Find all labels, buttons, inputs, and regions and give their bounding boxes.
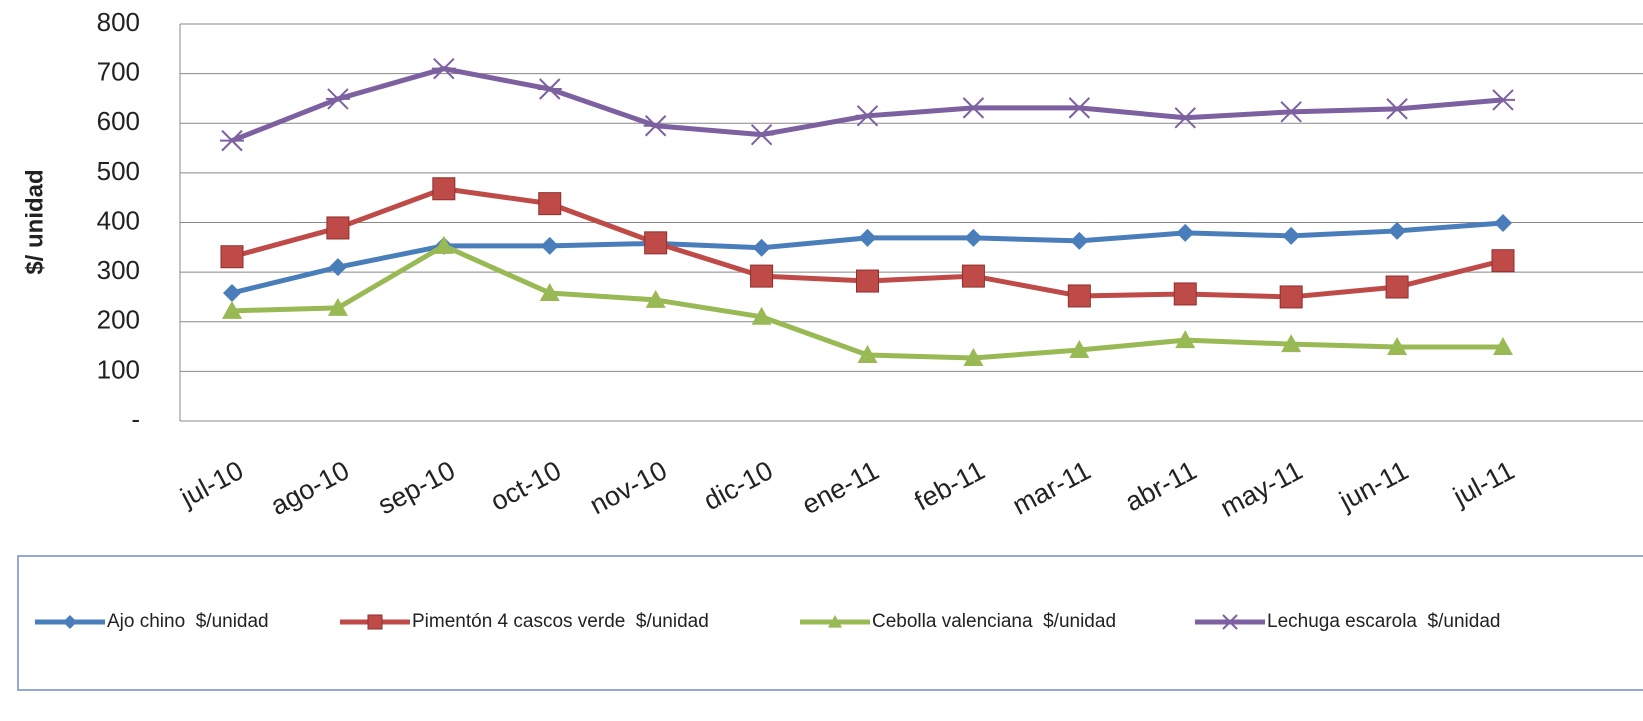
marker bbox=[326, 216, 350, 240]
marker bbox=[752, 238, 771, 257]
marker bbox=[220, 245, 244, 269]
marker bbox=[645, 289, 666, 308]
marker bbox=[751, 306, 772, 325]
legend-marker bbox=[367, 614, 383, 630]
marker bbox=[1385, 275, 1409, 299]
marker bbox=[537, 78, 562, 100]
marker bbox=[1067, 97, 1092, 119]
y-tick-label: 100 bbox=[97, 354, 140, 384]
y-tick-label: 400 bbox=[97, 205, 140, 235]
x-tick-label: jul-11 bbox=[1448, 455, 1520, 512]
series-line bbox=[231, 66, 1504, 143]
marker bbox=[1173, 282, 1197, 306]
x-tick-label: mar-11 bbox=[1008, 455, 1096, 521]
marker bbox=[220, 129, 244, 152]
marker bbox=[1279, 285, 1303, 309]
legend-box bbox=[17, 555, 1643, 691]
x-tick-label: jul-10 bbox=[175, 455, 248, 513]
x-tick-label: may-11 bbox=[1216, 455, 1308, 523]
y-tick-label: - bbox=[131, 404, 140, 434]
marker bbox=[431, 57, 456, 80]
marker bbox=[1491, 249, 1515, 273]
marker bbox=[1176, 223, 1195, 242]
y-tick-label: 800 bbox=[97, 7, 140, 37]
legend-label: Lechuga escarola $/unidad bbox=[1267, 611, 1500, 632]
marker bbox=[644, 231, 668, 255]
y-tick-label: 500 bbox=[97, 156, 140, 186]
marker bbox=[750, 264, 774, 288]
marker bbox=[1385, 98, 1410, 120]
x-tick-label: ene-11 bbox=[797, 455, 884, 520]
marker bbox=[964, 228, 983, 247]
x-tick-label: dic-10 bbox=[699, 455, 778, 516]
marker bbox=[1494, 213, 1512, 232]
x-tick-label: nov-10 bbox=[585, 455, 672, 520]
y-tick-label: 700 bbox=[97, 57, 140, 87]
marker bbox=[1175, 330, 1196, 349]
x-tick-label: feb-11 bbox=[910, 455, 990, 516]
legend-marker bbox=[828, 615, 842, 628]
y-axis-label: $/ unidad bbox=[21, 169, 48, 274]
marker bbox=[856, 269, 879, 293]
marker bbox=[1069, 340, 1090, 359]
marker bbox=[855, 105, 880, 127]
marker bbox=[223, 283, 241, 302]
x-tick-label: oct-10 bbox=[486, 455, 566, 517]
marker bbox=[1493, 337, 1513, 356]
marker bbox=[540, 236, 559, 255]
marker bbox=[1491, 89, 1515, 111]
marker bbox=[539, 282, 560, 301]
x-tick-label: sep-10 bbox=[373, 455, 460, 520]
y-tick-label: 300 bbox=[97, 255, 140, 285]
marker bbox=[1387, 337, 1408, 356]
legend-marker bbox=[63, 615, 77, 629]
marker bbox=[1388, 221, 1407, 240]
legend-label: Pimentón 4 cascos verde $/unidad bbox=[412, 611, 709, 632]
marker bbox=[1067, 284, 1091, 308]
marker bbox=[1282, 226, 1301, 245]
marker bbox=[961, 97, 986, 119]
marker bbox=[1279, 101, 1304, 123]
x-tick-label: ago-10 bbox=[266, 455, 354, 521]
series-line bbox=[231, 243, 1503, 361]
marker bbox=[1173, 107, 1198, 129]
marker bbox=[858, 228, 877, 247]
marker bbox=[432, 177, 456, 201]
x-tick-label: jun-11 bbox=[1334, 455, 1413, 516]
marker bbox=[963, 347, 984, 366]
legend-marker bbox=[1221, 614, 1239, 630]
marker bbox=[325, 88, 350, 110]
y-tick-label: 600 bbox=[97, 106, 140, 136]
marker bbox=[538, 192, 562, 216]
marker bbox=[222, 300, 242, 319]
x-tick-label: abr-11 bbox=[1120, 455, 1201, 517]
marker bbox=[327, 297, 348, 316]
marker bbox=[749, 123, 774, 146]
marker bbox=[643, 115, 668, 137]
marker bbox=[961, 264, 985, 288]
marker bbox=[1281, 334, 1302, 353]
marker bbox=[1070, 231, 1089, 250]
marker bbox=[857, 344, 878, 363]
legend-label: Cebolla valenciana $/unidad bbox=[872, 611, 1116, 632]
y-tick-label: 200 bbox=[97, 305, 140, 335]
legend-label: Ajo chino $/unidad bbox=[107, 611, 269, 632]
marker bbox=[328, 258, 347, 277]
marker bbox=[433, 235, 454, 254]
